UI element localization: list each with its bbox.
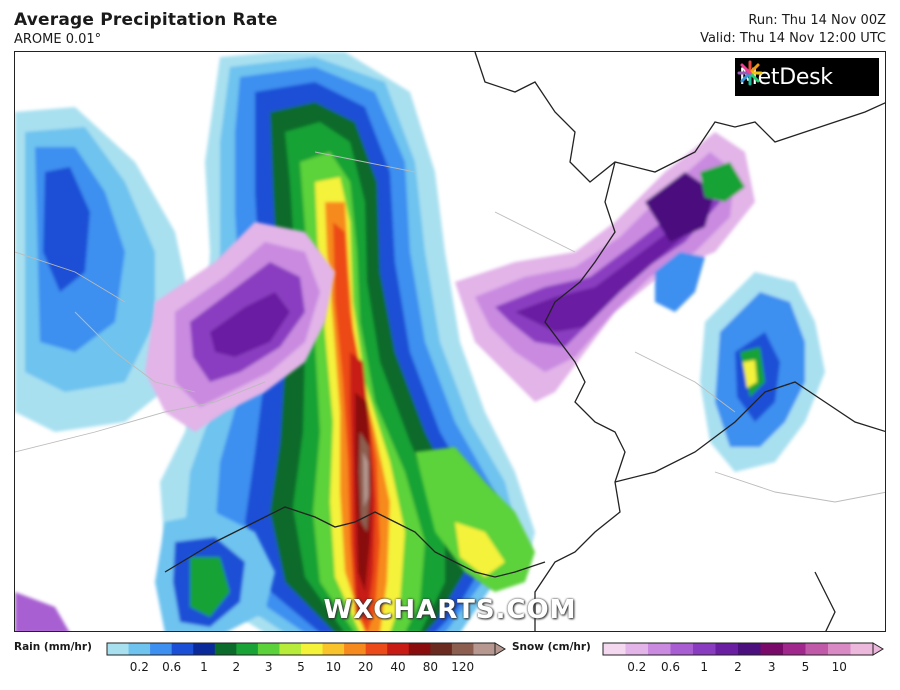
- rain-color-swatch: [322, 643, 345, 655]
- rain-bar-outline: [106, 642, 496, 656]
- rain-color-swatch: [365, 643, 388, 655]
- precipitation-map[interactable]: MetDesk WXCHARTS.COM: [14, 51, 886, 632]
- snow-color-swatch: [670, 643, 694, 655]
- snow-legend-tick-label: 1: [700, 660, 709, 674]
- rain-color-bar: [106, 642, 506, 656]
- rain-color-swatch: [408, 643, 431, 655]
- snow-color-swatch: [783, 643, 806, 655]
- rain-color-swatch: [430, 643, 453, 655]
- valid-time: Valid: Thu 14 Nov 12:00 UTC: [700, 31, 886, 46]
- rain-legend: Rain (mm/hr) 0.2 0.6 1 2 3 5 10 20 40 80 120: [14, 638, 506, 688]
- watermark: WXCHARTS.COM: [323, 595, 577, 625]
- snow-legend-title: Snow (cm/hr): [512, 641, 591, 653]
- snow-color-swatch: [603, 643, 626, 655]
- rain-legend-tick-label: 3: [264, 660, 273, 674]
- rain-color-swatch: [236, 643, 259, 655]
- snow-legend-tick-label: 2: [734, 660, 742, 674]
- snow-legend-tick-label: 0.2: [627, 660, 647, 674]
- rain-color-swatch: [344, 643, 367, 655]
- snow-color-swatch: [648, 643, 671, 655]
- header-left: Average Precipitation Rate AROME 0.01°: [14, 10, 278, 47]
- rain-color-swatch: [107, 643, 130, 655]
- snow-color-bar: [602, 642, 884, 656]
- snow-legend-tick-label: 0.6: [660, 660, 681, 674]
- rain-legend-tick-label: 2: [232, 660, 241, 674]
- snow-legend-tick-label: 10: [831, 660, 847, 674]
- snow-field-northeast: [455, 132, 755, 402]
- rain-cell-east: [700, 272, 825, 472]
- snow-bar-outline: [602, 642, 874, 656]
- snow-legend-tick-label: 3: [767, 660, 776, 674]
- borders-coastlines: [164, 52, 885, 631]
- snow-color-swatch: [715, 643, 739, 655]
- run-time: Run: Thu 14 Nov 00Z: [748, 13, 886, 28]
- rain-color-swatch: [128, 643, 151, 655]
- rain-legend-tick-label: 20: [358, 660, 374, 674]
- rain-color-swatch: [150, 643, 173, 655]
- rain-color-swatch: [279, 643, 302, 655]
- rain-bar-arrow: [494, 642, 506, 656]
- rain-band-central: [160, 52, 535, 631]
- rain-legend-title: Rain (mm/hr): [14, 641, 92, 653]
- rain-legend-tick-label: 0.2: [129, 660, 149, 674]
- rain-color-swatch: [473, 643, 496, 655]
- rain-legend-tick-label: 0.6: [162, 660, 182, 674]
- snow-legend-tick-label: 5: [801, 660, 810, 674]
- rain-color-swatch: [214, 643, 237, 655]
- snow-bar-arrow: [872, 642, 884, 656]
- snow-legend: Snow (cm/hr) 0.2 0.6 1 2 3 5 10: [512, 638, 892, 688]
- chart-title: Average Precipitation Rate: [14, 10, 278, 30]
- snow-color-swatch: [805, 643, 829, 655]
- metdesk-logo: MetDesk: [735, 58, 879, 96]
- snow-color-swatch: [738, 643, 761, 655]
- rain-legend-tick-label: 40: [390, 660, 406, 674]
- rain-color-swatch: [171, 643, 194, 655]
- internal-boundaries: [15, 151, 885, 503]
- snow-field-west: [145, 222, 335, 432]
- map-canvas: [15, 52, 885, 631]
- rain-legend-tick-label: 5: [297, 660, 305, 674]
- snow-color-swatch: [828, 643, 851, 655]
- rain-color-swatch: [301, 643, 324, 655]
- rain-legend-tick-label: 80: [422, 660, 438, 674]
- snow-color-swatch: [850, 643, 874, 655]
- rain-color-swatch: [257, 643, 280, 655]
- rain-color-swatch: [387, 643, 410, 655]
- snow-color-swatch: [693, 643, 716, 655]
- rain-field-west: [15, 107, 190, 631]
- snow-color-swatch: [760, 643, 784, 655]
- rain-legend-tick-label: 120: [451, 660, 475, 674]
- snow-color-swatch: [625, 643, 649, 655]
- header-right: Run: Thu 14 Nov 00Z Valid: Thu 14 Nov 12…: [700, 12, 886, 48]
- rain-cells-southeast: [155, 447, 535, 631]
- model-label: AROME 0.01°: [14, 32, 102, 47]
- metdesk-star-icon: [737, 60, 763, 86]
- rain-color-swatch: [193, 643, 216, 655]
- rain-color-swatch: [451, 643, 474, 655]
- rain-legend-tick-label: 10: [325, 660, 341, 674]
- rain-legend-tick-label: 1: [200, 660, 208, 674]
